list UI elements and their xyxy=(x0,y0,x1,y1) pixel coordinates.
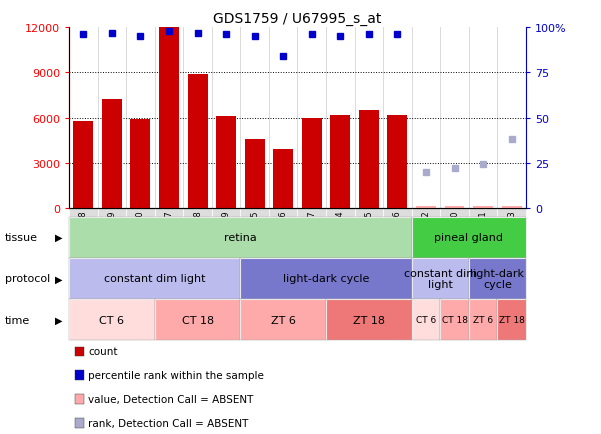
Text: light-dark
cycle: light-dark cycle xyxy=(471,268,524,289)
Text: CT 18: CT 18 xyxy=(182,315,213,325)
Text: CT 6: CT 6 xyxy=(416,316,436,325)
Text: ▶: ▶ xyxy=(55,233,62,243)
Text: retina: retina xyxy=(224,233,257,243)
Bar xyxy=(416,207,436,208)
Text: percentile rank within the sample: percentile rank within the sample xyxy=(88,371,264,380)
Text: ▶: ▶ xyxy=(55,315,62,325)
Bar xyxy=(216,117,236,208)
Bar xyxy=(188,75,207,208)
Bar xyxy=(502,207,522,208)
Bar xyxy=(245,139,264,208)
Text: constant dim light: constant dim light xyxy=(104,274,206,284)
Text: ▶: ▶ xyxy=(55,274,62,284)
Bar xyxy=(159,27,179,208)
Bar xyxy=(445,207,465,208)
Text: value, Detection Call = ABSENT: value, Detection Call = ABSENT xyxy=(88,395,254,404)
Text: count: count xyxy=(88,347,118,356)
Bar xyxy=(331,115,350,208)
Bar xyxy=(359,111,379,208)
Text: light-dark cycle: light-dark cycle xyxy=(283,274,369,284)
Text: tissue: tissue xyxy=(5,233,38,243)
Bar xyxy=(102,100,122,208)
Bar xyxy=(73,121,93,208)
Text: rank, Detection Call = ABSENT: rank, Detection Call = ABSENT xyxy=(88,418,249,428)
Title: GDS1759 / U67995_s_at: GDS1759 / U67995_s_at xyxy=(213,12,382,26)
Text: ZT 6: ZT 6 xyxy=(271,315,296,325)
Bar xyxy=(130,120,150,208)
Text: ZT 6: ZT 6 xyxy=(473,316,493,325)
Text: protocol: protocol xyxy=(5,274,50,284)
Bar xyxy=(273,150,293,208)
Text: pineal gland: pineal gland xyxy=(435,233,503,243)
Text: ZT 18: ZT 18 xyxy=(499,316,525,325)
Bar xyxy=(302,118,322,208)
Text: CT 6: CT 6 xyxy=(99,315,124,325)
Text: CT 18: CT 18 xyxy=(442,316,468,325)
Text: time: time xyxy=(5,315,30,325)
Text: constant dim
light: constant dim light xyxy=(404,268,477,289)
Text: ZT 18: ZT 18 xyxy=(353,315,385,325)
Bar xyxy=(473,207,493,208)
Bar xyxy=(388,115,407,208)
